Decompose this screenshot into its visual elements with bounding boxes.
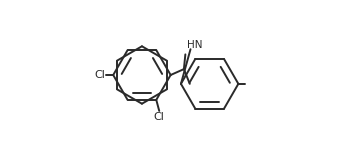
- Text: HN: HN: [187, 40, 202, 50]
- Text: Cl: Cl: [94, 70, 105, 80]
- Text: Cl: Cl: [154, 112, 165, 122]
